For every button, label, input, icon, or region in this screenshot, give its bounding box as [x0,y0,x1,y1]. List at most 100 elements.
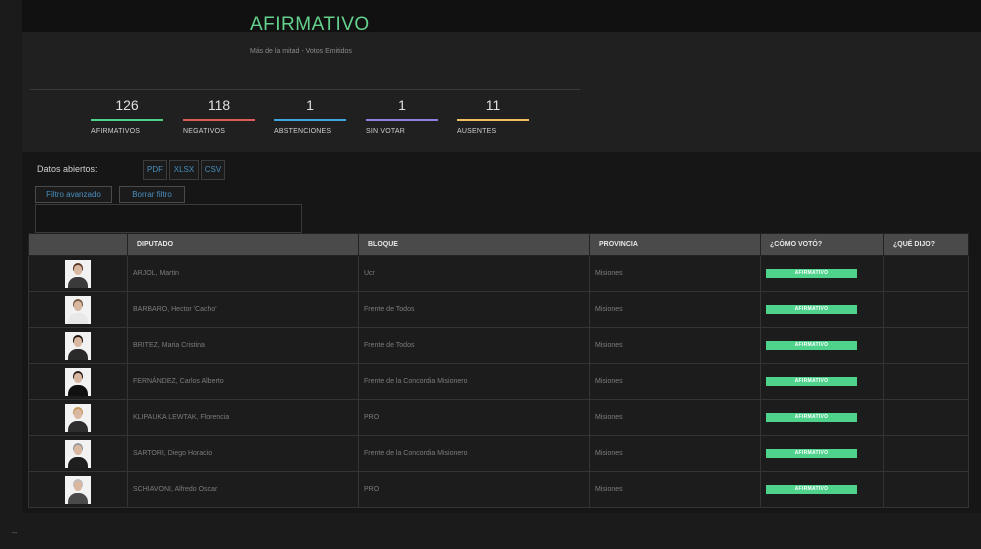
table-row: SARTORI, Diego Horacio Frente de la Conc… [28,435,969,472]
bottom-band [22,513,981,549]
table-row: BRITEZ, Maria Cristina Frente de Todos M… [28,327,969,364]
said-cell [883,255,969,292]
stat-label: AUSENTES [457,128,497,135]
xlsx-button[interactable]: XLSX [169,160,199,180]
avatar [65,475,91,504]
stat-value: 1 [398,97,406,113]
diputado-name: BARBARO, Hector 'Cacho' [127,291,359,328]
bloque-cell: Frente de Todos [358,327,590,364]
bloque-cell: Frente de la Concordia Misionero [358,363,590,400]
stat-bar [91,119,163,121]
provincia-cell: Misiones [589,399,761,436]
stat-value: 11 [485,97,501,113]
bloque-cell: Ucr [358,255,590,292]
column-header-provincia[interactable]: PROVINCIA [589,233,761,256]
stat-bar [366,119,438,121]
vote-cell: AFIRMATIVO [760,399,884,436]
provincia-cell: Misiones [589,471,761,508]
diputado-name: FERNÁNDEZ, Carlos Alberto [127,363,359,400]
avatar [65,331,91,360]
open-data-label: Datos abiertos: [37,164,98,174]
avatar [65,439,91,468]
photo-cell [28,363,128,400]
provincia-cell: Misiones [589,363,761,400]
column-header-como-voto[interactable]: ¿CÓMO VOTÓ? [760,233,884,256]
diputado-name: SCHIAVONI, Alfredo Oscar [127,471,359,508]
vote-cell: AFIRMATIVO [760,291,884,328]
column-header-diputado[interactable]: DIPUTADO [127,233,359,256]
vote-badge: AFIRMATIVO [766,449,857,458]
advanced-filter-button[interactable]: Filtro avanzado [35,186,112,203]
stat-ausentes: 11 AUSENTES [457,96,529,135]
column-header-bloque[interactable]: BLOQUE [358,233,590,256]
stat-value: 126 [115,97,139,113]
bloque-cell: Frente de Todos [358,291,590,328]
vote-cell: AFIRMATIVO [760,363,884,400]
csv-button[interactable]: CSV [201,160,225,180]
vote-cell: AFIRMATIVO [760,255,884,292]
avatar [65,403,91,432]
said-cell [883,435,969,472]
said-cell [883,327,969,364]
vote-badge: AFIRMATIVO [766,377,857,386]
stat-bar [183,119,255,121]
photo-cell [28,471,128,508]
provincia-cell: Misiones [589,255,761,292]
bloque-cell: PRO [358,471,590,508]
photo-cell [28,435,128,472]
vote-badge: AFIRMATIVO [766,485,857,494]
table-row: BARBARO, Hector 'Cacho' Frente de Todos … [28,291,969,328]
provincia-cell: Misiones [589,435,761,472]
vote-badge: AFIRMATIVO [766,305,857,314]
stat-label: ABSTENCIONES [274,128,332,135]
stat-label: NEGATIVOS [183,128,226,135]
vote-badge: AFIRMATIVO [766,269,857,278]
stat-bar [457,119,529,121]
provincia-cell: Misiones [589,291,761,328]
votes-table: DIPUTADO BLOQUE PROVINCIA ¿CÓMO VOTÓ? ¿Q… [28,233,969,508]
stat-label: SIN VOTAR [366,128,406,135]
stat-afirmativos: 126 AFIRMATIVOS [91,96,163,135]
vote-cell: AFIRMATIVO [760,435,884,472]
table-row: SCHIAVONI, Alfredo Oscar PRO Misiones AF… [28,471,969,508]
diputado-name: KLIPAUKA LEWTAK, Florencia [127,399,359,436]
vote-badge: AFIRMATIVO [766,413,857,422]
photo-cell [28,399,128,436]
stat-abstenciones: 1 ABSTENCIONES [274,96,346,135]
stat-bar [274,119,346,121]
table-row: KLIPAUKA LEWTAK, Florencia PRO Misiones … [28,399,969,436]
diputado-name: BRITEZ, Maria Cristina [127,327,359,364]
stat-label: AFIRMATIVOS [91,128,141,135]
table-row: FERNÁNDEZ, Carlos Alberto Frente de la C… [28,363,969,400]
left-strip [0,0,22,549]
stats-divider [30,89,580,90]
column-header-photo [28,233,128,256]
said-cell [883,471,969,508]
table-header-row: DIPUTADO BLOQUE PROVINCIA ¿CÓMO VOTÓ? ¿Q… [28,233,969,256]
said-cell [883,291,969,328]
column-header-que-dijo[interactable]: ¿QUÉ DIJO? [883,233,969,256]
vote-cell: AFIRMATIVO [760,327,884,364]
result-header-band [22,0,981,32]
result-body [22,32,981,152]
clear-filter-button[interactable]: Borrar filtro [119,186,185,203]
photo-cell [28,255,128,292]
avatar [65,295,91,324]
vote-badge: AFIRMATIVO [766,341,857,350]
avatar [65,259,91,288]
filter-input-area[interactable] [35,204,302,233]
table-row: ARJOL, Martin Ucr Misiones AFIRMATIVO [28,255,969,292]
footer-mark: -- [12,528,18,537]
provincia-cell: Misiones [589,327,761,364]
result-title: AFIRMATIVO [250,14,370,35]
bloque-cell: PRO [358,399,590,436]
said-cell [883,399,969,436]
said-cell [883,363,969,400]
diputado-name: ARJOL, Martin [127,255,359,292]
stat-sin-votar: 1 SIN VOTAR [366,96,438,135]
photo-cell [28,291,128,328]
result-subtitle: Más de la mitad - Votos Emitidos [250,48,352,55]
stat-value: 118 [207,97,231,113]
pdf-button[interactable]: PDF [143,160,167,180]
stat-value: 1 [306,97,314,113]
